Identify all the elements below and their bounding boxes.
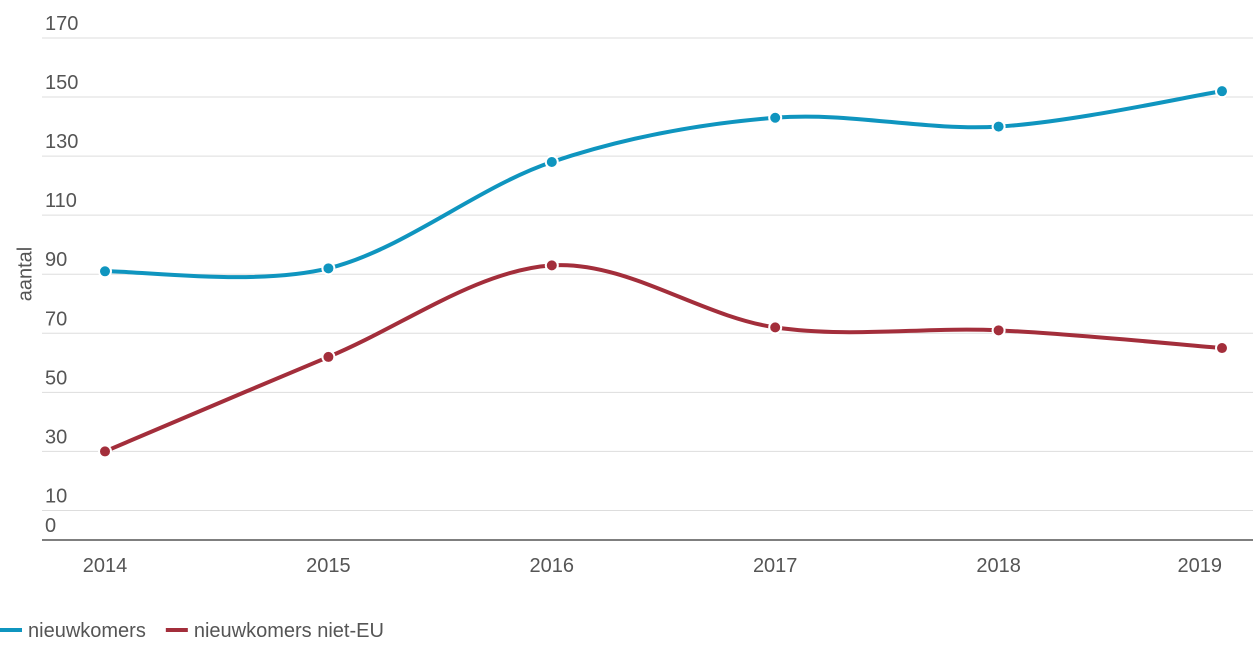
y-tick-label: 170	[45, 13, 78, 35]
y-tick-label: 50	[45, 367, 67, 389]
y-tick-label: 10	[45, 485, 67, 507]
data-point	[321, 261, 336, 276]
data-point	[98, 264, 112, 279]
legend-label: nieuwkomers	[28, 620, 146, 642]
data-point	[321, 349, 336, 364]
legend-label: nieuwkomers niet-EU	[194, 620, 384, 642]
y-tick-label: 130	[45, 131, 78, 153]
data-point	[1215, 84, 1229, 99]
data-point	[768, 110, 783, 125]
data-point	[98, 444, 112, 459]
data-point	[991, 119, 1006, 134]
y-tick-label: 0	[45, 515, 56, 537]
data-point	[991, 323, 1006, 338]
data-point	[768, 320, 783, 335]
y-tick-label: 110	[45, 190, 77, 212]
series-line	[104, 89, 1223, 280]
x-tick-label: 2019	[1178, 555, 1223, 577]
data-point	[544, 155, 559, 170]
y-tick-label: 30	[45, 426, 67, 448]
y-tick-label: 70	[45, 308, 67, 330]
data-point	[1215, 341, 1229, 356]
y-axis-label: aantal	[14, 247, 36, 302]
x-tick-label: 2018	[976, 555, 1021, 577]
y-tick-label: 150	[45, 72, 78, 94]
x-tick-label: 2016	[530, 555, 575, 577]
x-tick-label: 2017	[753, 555, 798, 577]
x-tick-label: 2015	[306, 555, 351, 577]
x-tick-label: 2014	[83, 555, 128, 577]
y-tick-label: 90	[45, 249, 67, 271]
data-point	[544, 258, 559, 273]
series-line	[104, 263, 1223, 454]
